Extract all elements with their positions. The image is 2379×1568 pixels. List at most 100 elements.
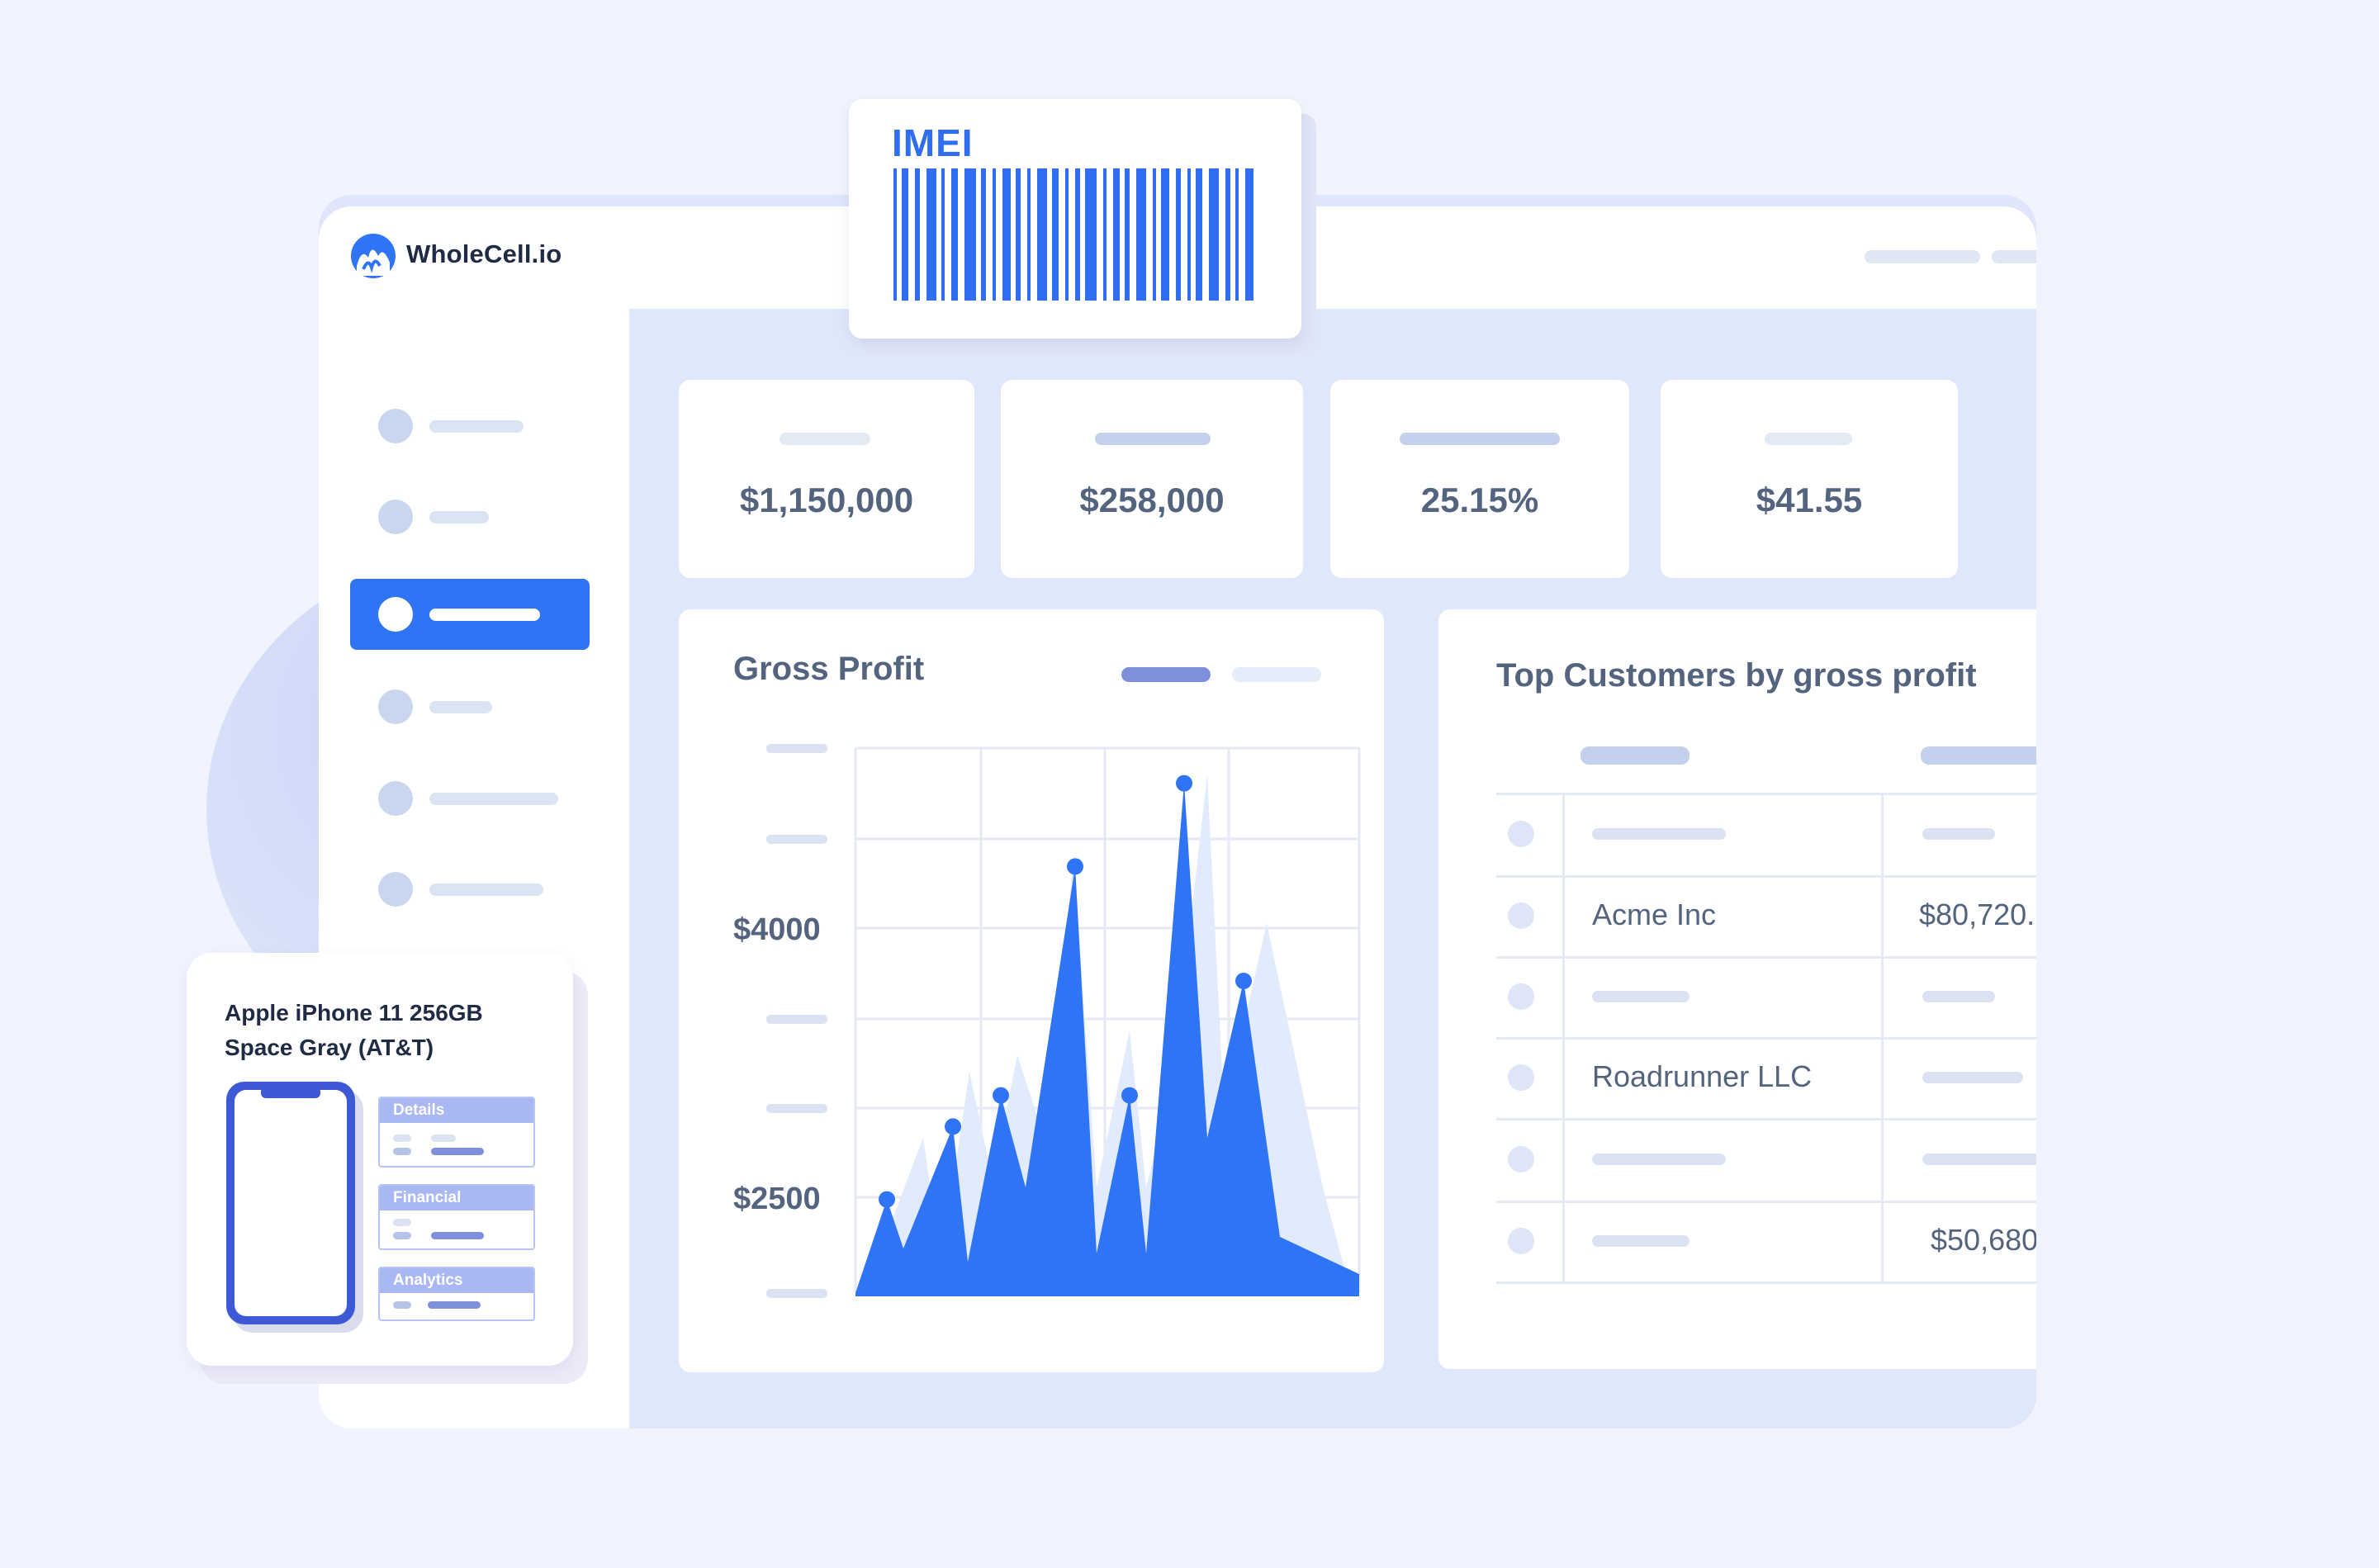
y-tick-placeholder <box>766 1289 827 1298</box>
nav-label-placeholder <box>429 701 492 713</box>
barcode-bar <box>941 168 945 301</box>
area-primary-series <box>855 783 1359 1296</box>
barcode-bar <box>1065 168 1069 301</box>
details-tab-label: Details <box>380 1098 533 1123</box>
nav-dot-icon <box>378 872 413 907</box>
sidebar-item-4[interactable] <box>350 671 590 742</box>
row-status-icon <box>1508 821 1534 847</box>
barcode-bar <box>1196 168 1202 301</box>
detail-placeholder <box>393 1219 411 1226</box>
barcode-bar <box>1225 168 1230 301</box>
row-status-icon <box>1508 983 1534 1010</box>
data-point-6 <box>1176 775 1192 792</box>
sidebar-item-6[interactable] <box>350 854 590 925</box>
legend-toggle-secondary[interactable] <box>1232 667 1321 682</box>
barcode-bar <box>1153 168 1156 301</box>
detail-placeholder <box>428 1301 481 1309</box>
customer-value-placeholder <box>1922 1072 2023 1083</box>
barcode-bar <box>902 168 908 301</box>
chart-y-ticks: $4000 $2500 <box>733 744 827 1298</box>
row-status-icon <box>1508 1146 1534 1172</box>
topbar-placeholder-2[interactable] <box>1992 250 2036 263</box>
barcode-bar <box>1113 168 1120 301</box>
stat-value: $41.55 <box>1756 481 1863 519</box>
data-point-3 <box>993 1087 1009 1104</box>
table-row-divider <box>1496 793 2036 795</box>
table-row-divider <box>1496 956 2036 959</box>
detail-placeholder <box>393 1135 411 1142</box>
topbar-placeholder-1[interactable] <box>1865 250 1980 263</box>
imei-card: IMEI <box>849 99 1301 339</box>
chart-points <box>879 775 1252 1208</box>
customer-value: $50,680.00 <box>1931 1223 2036 1257</box>
stat-card-profit: $258,000 <box>1001 380 1303 578</box>
top-customers-card: Top Customers by gross profit Acme Inc $8… <box>1438 609 2036 1369</box>
legend-toggle-primary[interactable] <box>1121 667 1211 682</box>
customer-value-placeholder <box>1922 828 1995 840</box>
detail-placeholder <box>393 1301 411 1309</box>
detail-placeholder <box>393 1148 411 1155</box>
stat-label-placeholder <box>780 433 870 445</box>
customer-name-placeholder <box>1592 828 1726 840</box>
table-row-divider <box>1496 1118 2036 1120</box>
y-tick-placeholder <box>766 744 827 753</box>
table-column-divider <box>1881 793 1884 1283</box>
financial-tab-label: Financial <box>380 1186 533 1210</box>
nav-dot-icon <box>378 781 413 816</box>
detail-placeholder <box>431 1148 484 1155</box>
gross-profit-card: Gross Profit $4000 $2500 <box>679 609 1384 1372</box>
imei-label: IMEI <box>892 121 974 164</box>
nav-label-placeholder <box>429 609 540 621</box>
data-point-5 <box>1121 1087 1138 1104</box>
customer-value-placeholder <box>1922 991 1995 1002</box>
barcode-bar <box>1125 168 1130 301</box>
customer-name-placeholder <box>1592 1153 1726 1165</box>
customer-name-placeholder <box>1592 1235 1689 1247</box>
y-tick-placeholder <box>766 1104 827 1113</box>
stat-value: $258,000 <box>1079 481 1225 519</box>
column-header-value[interactable] <box>1921 746 2036 765</box>
y-tick-label-2500: $2500 <box>733 1182 821 1216</box>
iphone-icon <box>226 1082 363 1333</box>
sidebar-item-active[interactable] <box>350 579 590 650</box>
customer-name-placeholder <box>1592 991 1689 1002</box>
y-tick-placeholder <box>766 1015 827 1024</box>
wholecell-logo-icon <box>351 234 396 278</box>
barcode-bar <box>1027 168 1031 301</box>
barcode-bar <box>1187 168 1191 301</box>
nav-dot-icon <box>378 689 413 724</box>
barcode-bar <box>1016 168 1021 301</box>
barcode-bar <box>893 168 897 301</box>
barcode-bar <box>1002 168 1011 301</box>
customer-name: Roadrunner LLC <box>1592 1059 1813 1093</box>
nav-label-placeholder <box>429 793 558 805</box>
barcode-bar <box>1052 168 1059 301</box>
customers-table: Acme Inc $80,720.12 Roadrunner LLC $50,680.… <box>1438 609 2036 1369</box>
column-header-customer[interactable] <box>1580 746 1689 765</box>
nav-dot-icon <box>378 409 413 443</box>
barcode-bar <box>1085 168 1097 301</box>
stat-label-placeholder <box>1095 433 1211 445</box>
analytics-tab-label: Analytics <box>380 1268 533 1293</box>
row-status-icon <box>1508 1064 1534 1091</box>
sidebar-item-5[interactable] <box>350 763 590 834</box>
stat-value: $1,150,000 <box>739 481 914 519</box>
sidebar-item-1[interactable] <box>350 391 590 462</box>
detail-placeholder <box>393 1232 411 1239</box>
barcode-bar <box>964 168 976 301</box>
table-row-divider <box>1496 875 2036 878</box>
top-bar <box>629 206 2036 309</box>
barcode-bar <box>951 168 958 301</box>
barcode-bar <box>1209 168 1219 301</box>
customer-value-placeholder <box>1922 1153 2036 1165</box>
barcode-bar <box>926 168 936 301</box>
barcode-bar <box>915 168 920 301</box>
gross-profit-chart: $4000 $2500 <box>733 744 1361 1298</box>
financial-panel[interactable]: Financial <box>378 1184 535 1250</box>
table-column-divider <box>1562 793 1565 1283</box>
analytics-panel[interactable]: Analytics <box>378 1267 535 1321</box>
y-tick-label-4000: $4000 <box>733 912 821 947</box>
brand-name: WholeCell.io <box>406 239 562 268</box>
sidebar-item-2[interactable] <box>350 481 590 552</box>
details-panel[interactable]: Details <box>378 1097 535 1168</box>
